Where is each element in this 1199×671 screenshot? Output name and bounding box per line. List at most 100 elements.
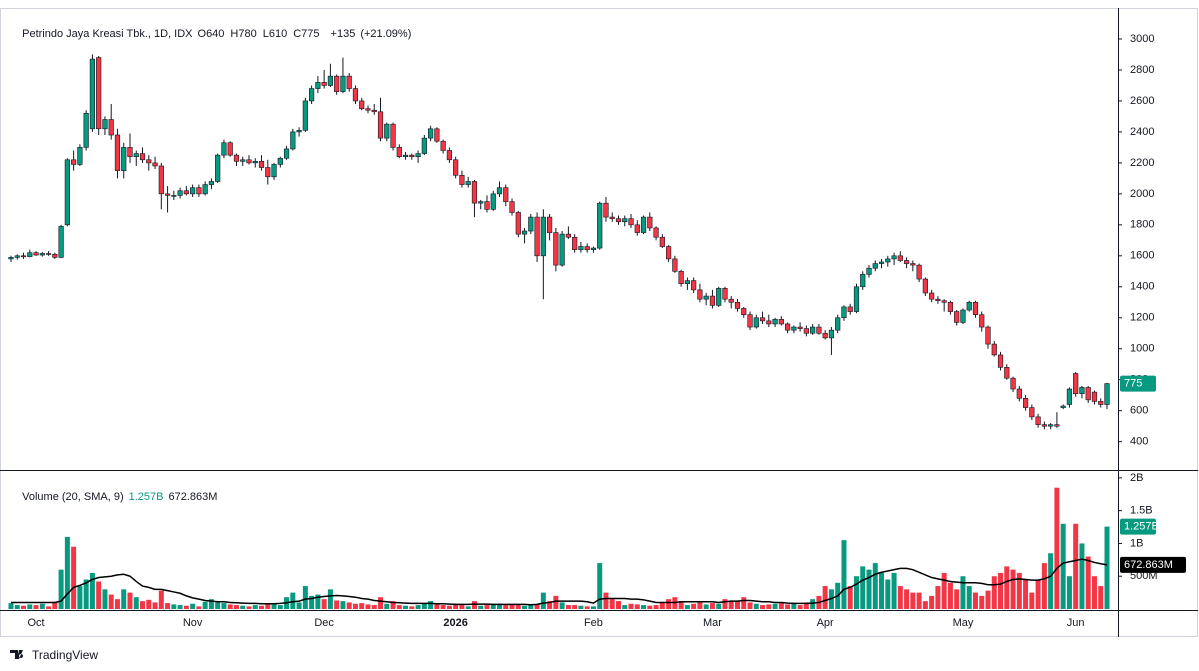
candle-body (797, 326, 803, 329)
volume-bar (371, 605, 377, 609)
volume-bar (684, 605, 690, 609)
volume-bar (597, 563, 603, 609)
volume-bar (841, 540, 847, 609)
x-tick-label: Feb (584, 617, 603, 629)
y-tick-label: 2600 (1130, 95, 1154, 107)
candle-body (803, 328, 809, 334)
candle-body (841, 306, 847, 319)
volume-bar (490, 604, 496, 609)
candle-body (290, 131, 296, 150)
volume-value: 1.257B (128, 491, 164, 503)
y-tick-label: 2400 (1130, 126, 1154, 138)
candle-body (96, 57, 102, 130)
candle-body (1054, 424, 1060, 427)
candle-body (891, 255, 897, 260)
volume-bar (271, 603, 277, 609)
candle-body (1035, 416, 1041, 425)
volume-bar (753, 603, 759, 609)
candle-body (171, 195, 177, 197)
volume-bar (822, 586, 828, 609)
volume-bar (772, 603, 778, 609)
candle-body (1041, 424, 1047, 427)
candle-body (183, 190, 189, 195)
volume-bar (885, 579, 891, 609)
candle-body (991, 343, 997, 356)
candle-body (8, 257, 14, 260)
volume-bar (628, 603, 634, 609)
candle-body (421, 137, 427, 154)
volume-bar (1104, 526, 1110, 609)
volume-bar (309, 595, 315, 609)
candle-body (202, 184, 208, 195)
candle-body (784, 323, 791, 331)
candle-body (365, 108, 371, 111)
candle-body (215, 154, 221, 182)
candle-body (415, 153, 421, 157)
volume-bar (966, 586, 972, 609)
volume-bar (747, 602, 753, 609)
candle-body (816, 326, 822, 334)
quote: O640 H780 L610 C775 (198, 28, 326, 40)
volume-bar (1010, 569, 1016, 609)
volume-bar (352, 603, 358, 609)
quote-value: 775 (301, 28, 320, 40)
volume-bar (979, 595, 985, 609)
volume-bar (259, 605, 265, 609)
candle-body (947, 301, 954, 312)
y-tick-label: 2800 (1130, 64, 1154, 76)
quote-value: 780 (238, 28, 257, 40)
volume-bar (415, 605, 421, 609)
candle-body (753, 317, 759, 328)
candle-body (885, 258, 891, 263)
volume-bar (52, 601, 58, 609)
volume-bar (547, 601, 553, 609)
candle-body (647, 216, 653, 229)
quote-field: O640 (198, 28, 225, 40)
candle-body (27, 252, 33, 257)
volume-bar (71, 546, 77, 609)
candle-body (609, 216, 615, 219)
y-tick-label: 500M (1130, 570, 1158, 582)
volume-bar (653, 605, 659, 609)
volume-bar (609, 599, 615, 609)
candle-body (897, 255, 903, 261)
volume-bar (240, 605, 246, 609)
candle-body (866, 267, 872, 275)
candle-body (878, 261, 885, 264)
candle-body (684, 280, 690, 284)
candle-body (565, 233, 571, 238)
candle-body (1060, 405, 1066, 408)
volume-bar (1023, 579, 1029, 609)
volume-bar (954, 589, 960, 609)
volume-bar (152, 602, 158, 609)
volume-bar (133, 597, 139, 609)
candle-body (778, 319, 784, 325)
candle-body (540, 216, 546, 257)
volume-bar (891, 572, 897, 609)
volume-bar (77, 586, 83, 609)
volume-bar (46, 606, 52, 609)
volume-bar (158, 590, 164, 609)
volume-bar (265, 604, 271, 609)
candle-body (772, 319, 778, 325)
candle-body (58, 226, 64, 258)
candle-body (597, 202, 603, 249)
volume-bar (340, 601, 346, 609)
candle-body (603, 202, 609, 218)
candle-body (340, 75, 346, 92)
volume-bar (96, 581, 102, 609)
volume-bar (315, 594, 321, 609)
candle-body (672, 258, 678, 272)
y-tick-label: 2200 (1130, 157, 1154, 169)
candle-body (277, 157, 283, 165)
volume-bar (1079, 543, 1085, 609)
header: Petrindo Jaya Kreasi Tbk., 1D, IDX O640 H7… (16, 16, 416, 40)
sma-value: 672.863M (168, 491, 218, 503)
volume-bar (659, 602, 665, 609)
candle-body (434, 128, 440, 142)
volume-bar (384, 603, 390, 609)
candle-body (52, 253, 58, 258)
candle-body (1085, 387, 1091, 401)
x-tick-label: 2026 (443, 617, 467, 629)
volume-bar (196, 606, 202, 609)
